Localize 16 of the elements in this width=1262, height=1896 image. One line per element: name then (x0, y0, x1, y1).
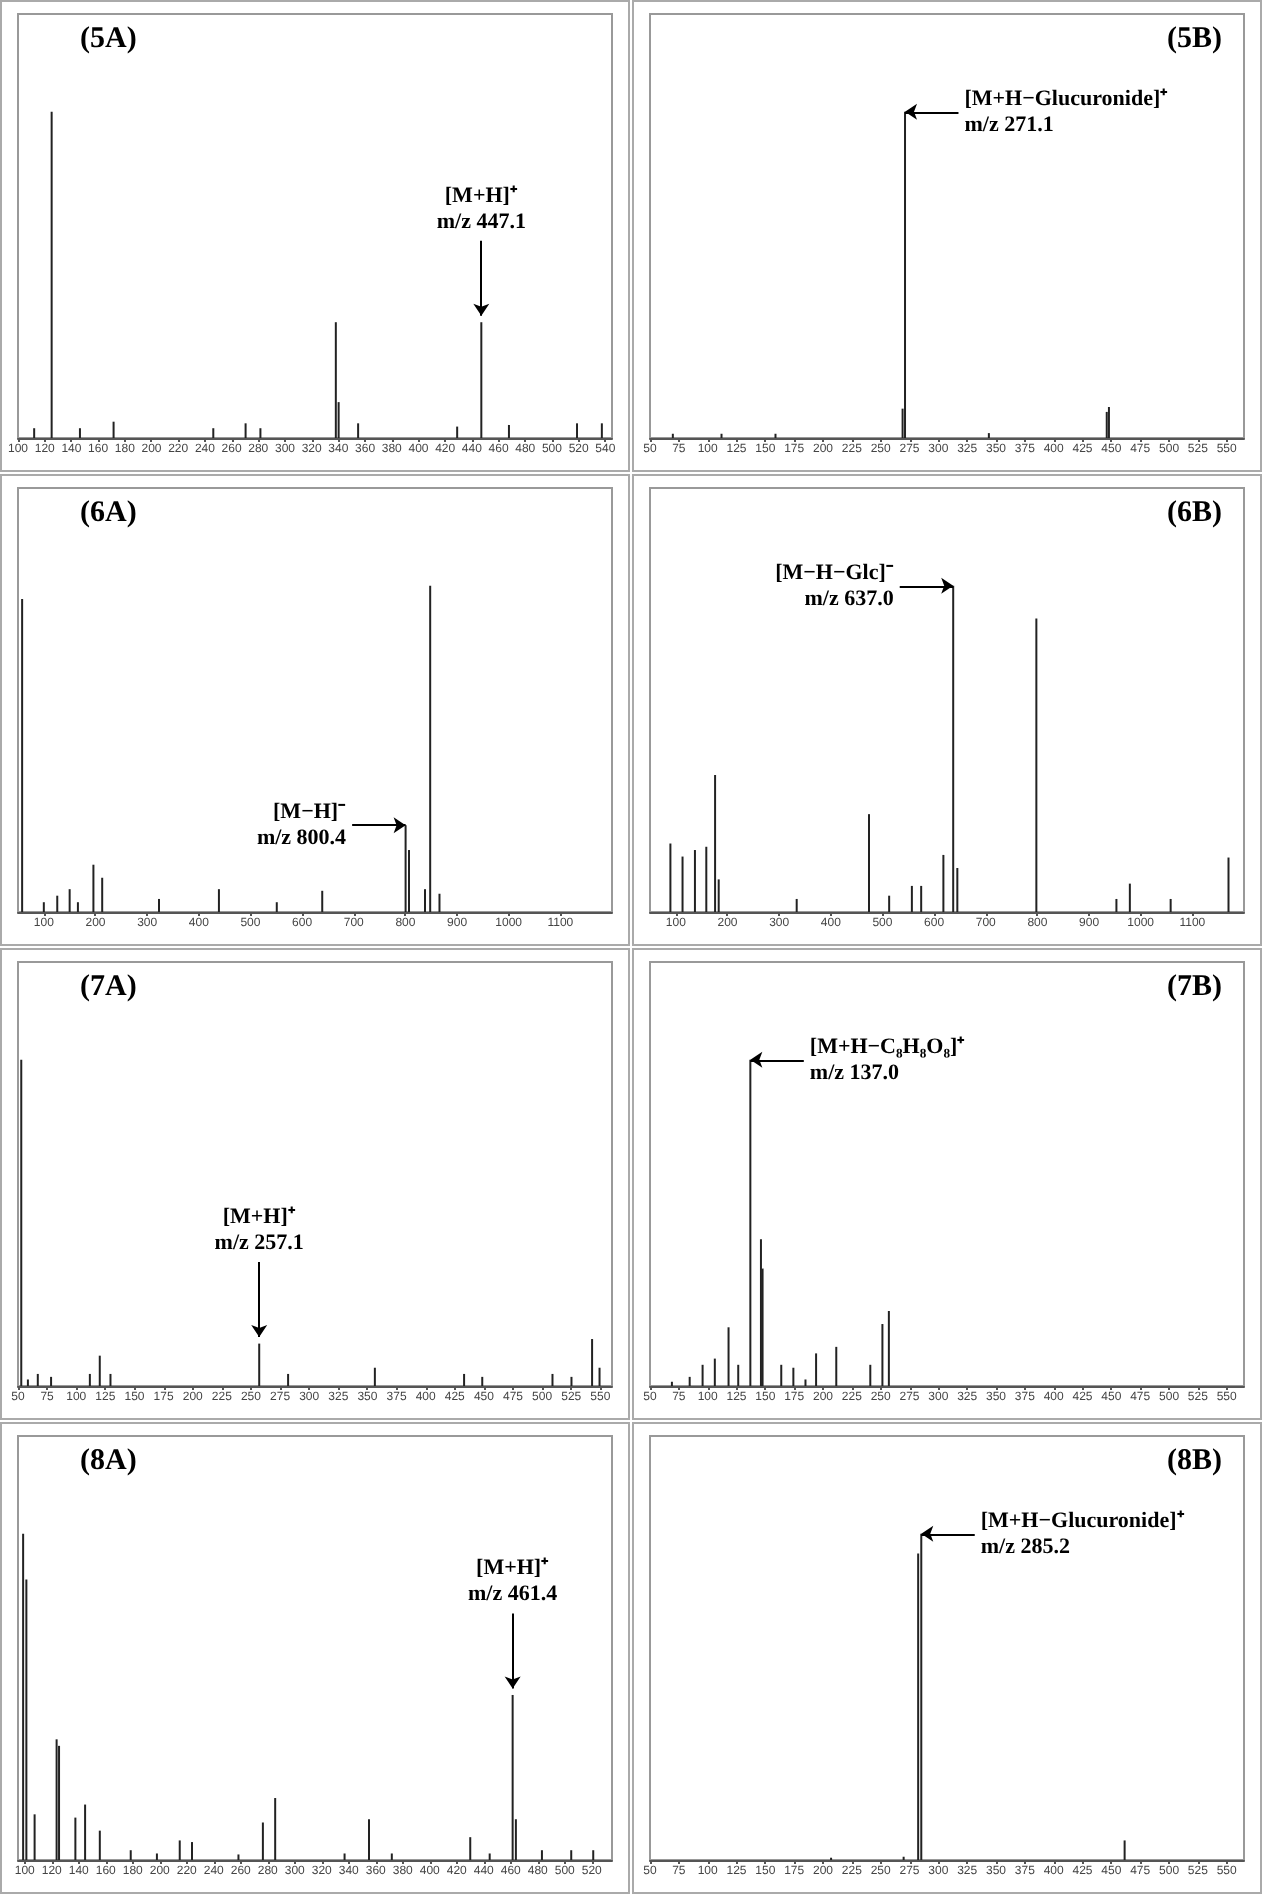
chart-title: (8A) (80, 1445, 137, 1477)
chart-title: (8B) (1167, 1445, 1223, 1477)
annotation: [M+H]⁺ m/z 447.1 (436, 183, 526, 234)
annotation: [M+H−C₈H₈O₈]⁺ m/z 137.0 (809, 1034, 966, 1085)
annotation: [M+H]⁺ m/z 257.1 (214, 1205, 304, 1256)
chart-title: (5A) (80, 23, 137, 55)
annotation: [M+H]⁺ m/z 461.4 (468, 1556, 559, 1607)
chart-title: (6B) (1167, 497, 1223, 529)
annotation: [M+H−Glucuronide]⁺ m/z 285.2 (980, 1508, 1185, 1559)
chart-title: (7A) (80, 971, 137, 1003)
annotation: [M−H−Glc]⁻ m/z 637.0 (775, 560, 895, 611)
annotation: [M+H−Glucuronide]⁺ m/z 271.1 (964, 86, 1169, 137)
chart-title: (6A) (80, 497, 137, 529)
chart-title: (7B) (1167, 971, 1223, 1003)
annotation: [M−H]⁻ m/z 800.4 (256, 800, 348, 851)
chart-title: (5B) (1167, 23, 1223, 55)
